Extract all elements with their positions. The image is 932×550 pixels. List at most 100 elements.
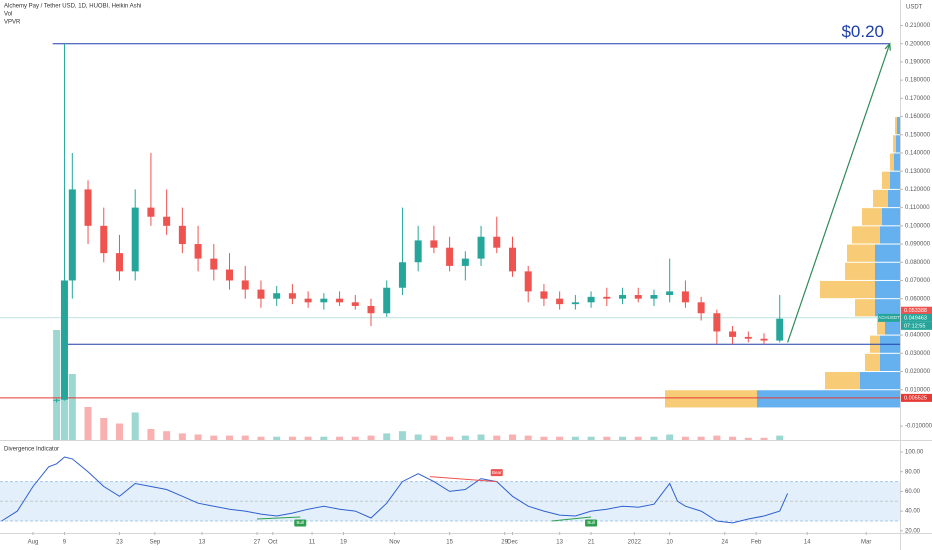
x-tick-label: 2022 <box>628 540 642 546</box>
volume-bar <box>131 412 139 440</box>
vpvr-up <box>890 153 894 171</box>
vpvr-down <box>757 390 900 408</box>
arrow-head <box>884 42 891 51</box>
vpvr-down <box>875 262 900 280</box>
oscillator-line <box>1 456 789 524</box>
x-tick-label: 15 <box>446 540 453 546</box>
y-tick-label: 20.00 <box>905 528 921 534</box>
volume-bar <box>398 431 406 440</box>
volume-bar <box>634 436 642 440</box>
candle-body <box>336 298 344 303</box>
x-tick-label: 9 <box>63 540 67 546</box>
vpvr-up <box>847 244 875 262</box>
vpvr-down <box>894 153 900 171</box>
y-tick-label: 0.210000 <box>905 23 931 29</box>
candle-body <box>556 298 564 305</box>
y-tick-label: 0.130000 <box>905 169 931 175</box>
vpvr-down <box>888 189 900 208</box>
candle-body <box>430 240 438 248</box>
y-tick-label: 0.100000 <box>905 223 931 229</box>
candle-body <box>493 236 501 248</box>
divergence-line <box>257 516 301 520</box>
countdown-tag <box>901 321 932 330</box>
vpvr-up <box>855 299 875 317</box>
volume-bar <box>68 374 76 440</box>
vpvr-up <box>893 135 896 153</box>
price-tag <box>901 306 932 315</box>
candle-body <box>226 269 234 281</box>
candle-body <box>53 399 61 401</box>
candle-body <box>587 296 595 303</box>
candle-body <box>60 280 68 400</box>
price-tag <box>901 393 932 402</box>
y-tick-label: -0.010000 <box>905 424 932 430</box>
x-tick-label: 13 <box>556 540 563 546</box>
vpvr-down <box>890 171 900 189</box>
volume-bar <box>430 435 438 440</box>
x-tick-label: 10 <box>666 540 673 546</box>
volume-bar <box>619 436 627 440</box>
vpvr-down <box>875 244 900 262</box>
volume-bar <box>304 436 312 440</box>
y-tick-label: 0.150000 <box>905 132 931 138</box>
volume-bar <box>147 429 155 440</box>
volume-bar <box>383 433 391 440</box>
y-tick-label: 0.010000 <box>905 387 931 393</box>
indicator-label: Vol <box>4 12 12 18</box>
candle-body <box>257 289 265 299</box>
volume-bar <box>666 434 674 440</box>
y-tick-label: 0.060000 <box>905 296 931 302</box>
price-tag-label: 0.005525 <box>904 395 927 401</box>
vpvr-down <box>880 353 900 372</box>
volume-bar <box>351 436 359 440</box>
candle-body <box>351 302 359 306</box>
candle-body <box>398 262 406 288</box>
candle-body <box>178 225 186 245</box>
volume-bar <box>587 436 595 440</box>
candle-body <box>304 298 312 303</box>
volume-bar <box>257 436 265 440</box>
vpvr-down <box>860 372 900 390</box>
volume-bar <box>414 434 422 440</box>
candle-body <box>650 295 658 299</box>
volume-bar <box>760 437 768 440</box>
volume-bar <box>210 435 218 440</box>
volume-bar <box>729 436 737 440</box>
volume-bar <box>524 435 532 440</box>
candle-body <box>131 207 139 272</box>
y-tick-label: 0.090000 <box>905 242 931 248</box>
volume-bar <box>320 436 328 440</box>
vpvr-up <box>877 317 885 335</box>
vpvr-down <box>882 208 900 226</box>
candle-body <box>273 293 281 299</box>
vpvr-down <box>896 135 900 153</box>
vpvr-up <box>862 208 882 226</box>
candle-body <box>194 244 202 259</box>
volume-bar <box>163 431 171 440</box>
volume-bar <box>681 436 689 440</box>
candle-body <box>477 236 485 259</box>
y-tick-label: 0.110000 <box>905 205 930 211</box>
volume-bar <box>713 435 721 440</box>
volume-bar <box>288 436 296 440</box>
y-tick-label: 80.00 <box>905 469 921 475</box>
symbol-label: ACHUSDT <box>878 315 900 320</box>
vpvr-up <box>895 117 897 135</box>
candle-body <box>210 258 218 270</box>
volume-bar <box>556 436 564 440</box>
divergence-tag <box>294 519 307 527</box>
candle-body <box>241 280 249 290</box>
x-tick-label: Dec <box>507 540 518 546</box>
oscillator-title: Divergence Indicator <box>4 447 59 453</box>
x-tick-label: 21 <box>588 540 595 546</box>
currency-label: USDT <box>906 5 923 11</box>
volume-bar <box>336 436 344 440</box>
volume-bar <box>367 435 375 440</box>
candle-body <box>697 302 705 314</box>
candle-body <box>84 189 92 226</box>
indicator-label: VPVR <box>4 20 21 26</box>
y-tick-label: 0.020000 <box>905 369 931 375</box>
candle-body <box>163 216 171 226</box>
y-tick-label: 0.200000 <box>905 41 931 47</box>
